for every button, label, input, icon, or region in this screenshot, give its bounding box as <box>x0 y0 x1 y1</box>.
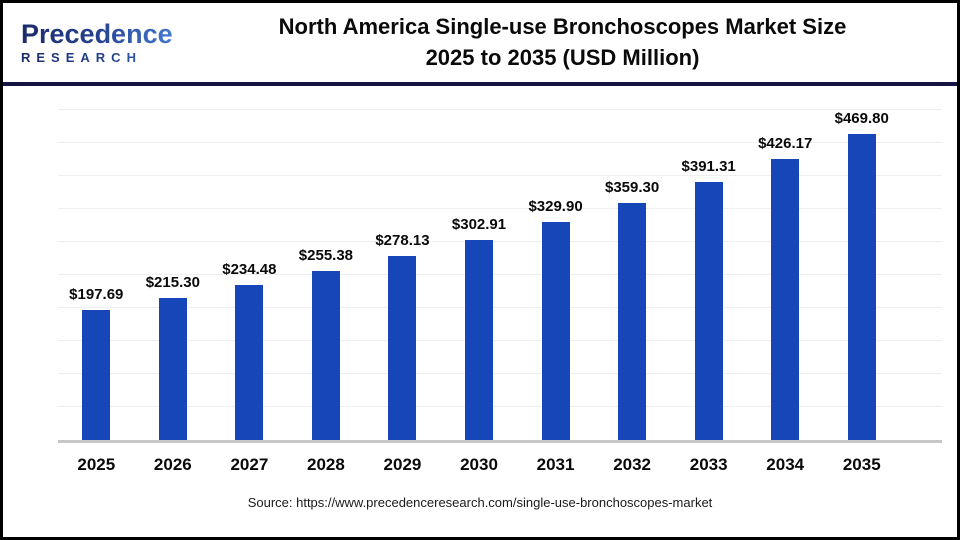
gridline-450 <box>58 142 942 143</box>
bar-2032 <box>618 202 647 440</box>
chart-title-line1: North America Single-use Bronchoscopes M… <box>278 13 847 39</box>
gridline-150 <box>58 340 942 341</box>
x-axis-label-2034: 2034 <box>766 455 805 474</box>
bar-value-label-2035: $469.80 <box>834 110 889 127</box>
gridline-50 <box>58 406 942 407</box>
bar-column-2029: $278.13 <box>364 110 441 440</box>
chart-title-line2: 2025 to 2035 (USD Million) <box>425 44 700 70</box>
bar-value-label-2034: $426.17 <box>758 134 813 152</box>
bar-value-label-2032: $359.30 <box>604 178 660 196</box>
x-axis-label-2028: 2028 <box>307 455 345 474</box>
logo-wordmark: Precedence <box>21 21 186 48</box>
bar-column-2032: $359.30 <box>594 110 671 440</box>
bar-column-2033: $391.31 <box>670 110 747 440</box>
logo-subtitle: RESEARCH <box>21 51 186 64</box>
header: Precedence RESEARCH North America Single… <box>3 3 957 86</box>
precedence-research-logo: Precedence RESEARCH <box>21 21 186 65</box>
gridline-100 <box>58 373 942 374</box>
bar-2031 <box>541 222 570 440</box>
x-axis-label-2031: 2031 <box>536 455 575 474</box>
gridlines <box>58 109 942 440</box>
bar-column-2035: $469.80 <box>823 110 900 440</box>
x-axis-label-2035: 2035 <box>842 455 881 474</box>
bar-column-2031: $329.90 <box>517 110 594 440</box>
x-axis-label-2032: 2032 <box>613 455 652 474</box>
bar-2035 <box>847 134 876 440</box>
bar-value-label-2026: $215.30 <box>145 273 200 291</box>
bar-column-2028: $255.38 <box>288 110 365 440</box>
chart-area: $197.69 $215.30 $234.48 $255.38 $278.13 $302.… <box>3 86 957 537</box>
x-axis-label-2033: 2033 <box>689 455 728 474</box>
x-axis-label-2030: 2030 <box>460 455 498 474</box>
bar-2027 <box>235 285 264 440</box>
bar-value-label-2030: $302.91 <box>451 216 507 234</box>
bar-column-2034: $426.17 <box>747 110 824 440</box>
bar-2025 <box>82 309 111 440</box>
gridline-200 <box>58 307 942 308</box>
chart-title: North America Single-use Bronchoscopes M… <box>186 12 939 74</box>
bar-column-2030: $302.91 <box>441 110 518 440</box>
x-axis-label-2026: 2026 <box>153 455 192 474</box>
x-axis-label-2025: 2025 <box>77 455 116 474</box>
bar-value-label-2028: $255.38 <box>298 247 354 265</box>
bar-value-label-2031: $329.90 <box>528 198 583 216</box>
bar-2033 <box>694 181 723 440</box>
x-axis-labels: 2025 2026 2027 2028 2029 2030 2031 2032 2033 2034… <box>58 443 942 475</box>
bar-value-label-2025: $197.69 <box>69 285 124 303</box>
bar-2034 <box>771 158 800 440</box>
bar-2028 <box>311 271 340 440</box>
bar-value-label-2027: $234.48 <box>222 261 277 279</box>
gridline-350 <box>58 208 942 209</box>
bar-2026 <box>158 297 187 440</box>
bar-2030 <box>465 240 493 440</box>
source-caption: Source: https://www.precedenceresearch.c… <box>247 495 713 510</box>
gridline-300 <box>58 241 942 242</box>
bar-column-2027: $234.48 <box>211 110 288 440</box>
bar-value-label-2029: $278.13 <box>375 232 430 250</box>
gridline-400 <box>58 175 942 176</box>
bar-2029 <box>388 256 417 440</box>
x-axis-label-2029: 2029 <box>383 455 422 474</box>
gridline-250 <box>58 274 942 275</box>
plot-area: $197.69 $215.30 $234.48 $255.38 $278.13 $302.… <box>58 109 942 443</box>
gridline-500 <box>58 109 942 110</box>
bars-container: $197.69 $215.30 $234.48 $255.38 $278.13 $302.… <box>58 110 900 440</box>
x-axis-label-2027: 2027 <box>230 455 269 474</box>
bar-value-label-2033: $391.31 <box>681 157 736 175</box>
bar-column-2026: $215.30 <box>135 110 212 440</box>
bar-column-2025: $197.69 <box>58 110 135 440</box>
